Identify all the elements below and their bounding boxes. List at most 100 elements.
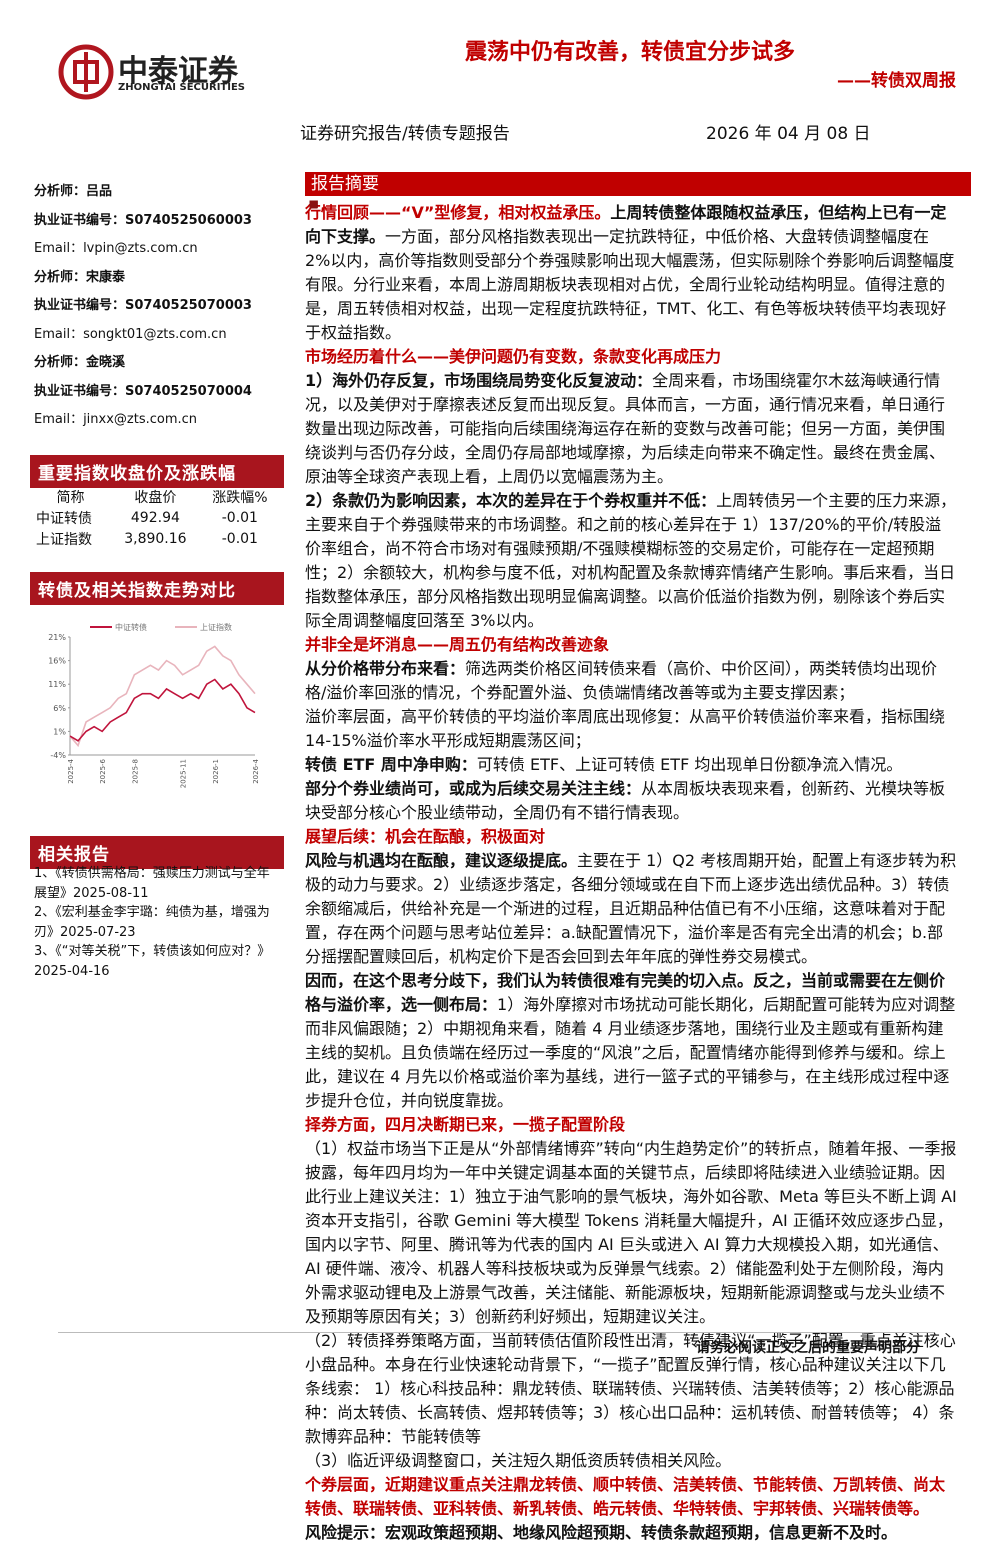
paragraph-text: 全周来看，市场围绕霍尔木兹海峡通行情况，以及美伊对于摩擦表述反复而出现反复。具体… bbox=[305, 371, 946, 486]
bullet: ■ bbox=[309, 199, 319, 210]
analyst-email: Email：lvpin@zts.com.cn bbox=[34, 241, 198, 256]
summary-paragraph: ■ 行情回顾——“V”型修复，相对权益承压。上周转债整体跟随权益承压，但结构上已有… bbox=[305, 199, 957, 343]
summary-paragraph: ■ 风险与机遇均在酝酿，建议逐级提底。主要在于 1）Q2 考核周期开始，配置上有逐… bbox=[305, 199, 957, 967]
y-tick-label: 11% bbox=[48, 680, 66, 689]
paragraph-head: 行情回顾——“V”型修复，相对权益承压。 bbox=[305, 203, 611, 222]
section-title: 重要指数收盘价及涨跌幅 bbox=[30, 455, 284, 488]
paragraph-text: （3）临近评级调整窗口，关注短久期低资质转债相关风险。 bbox=[305, 1451, 732, 1470]
x-tick-label: 2025-6 bbox=[99, 758, 107, 783]
table-cell: -0.01 bbox=[221, 530, 258, 547]
paragraph-lead: 风险提示：宏观政策超预期、地缘风险超预期、转债条款超预期，信息更新不及时。 bbox=[305, 1523, 898, 1542]
analyst-cert: 执业证书编号：S0740525060003 bbox=[34, 212, 252, 228]
x-tick-label: 2025-11 bbox=[180, 759, 188, 788]
related-report: 2、《宏利基金李宇璐：纯债为基，增强为刃》2025-07-23 bbox=[34, 905, 270, 940]
analyst-email: Email：jinxx@zts.com.cn bbox=[34, 412, 198, 427]
bullet: ■ bbox=[309, 199, 319, 210]
summary-paragraph: ■ 溢价率层面，高平价转债的平均溢价率周底出现修复：从高平价转债溢价率来看，指标围… bbox=[305, 199, 957, 751]
paragraph-head: 市场经历着什么——美伊问题仍有变数，条款变化再成压力 bbox=[305, 347, 722, 366]
summary-paragraph: ■ 因而，在这个思考分歧下，我们认为转债很难有完美的切入点。反之，当前或需要在左侧… bbox=[305, 199, 957, 1111]
analyst-cert: 执业证书编号：S0740525070004 bbox=[34, 383, 252, 399]
related-reports: 1、《转债供需格局：强赎压力测试与全年展望》2025-08-11 2、《宏利基金李… bbox=[34, 864, 280, 981]
index-table: 简称 收盘价 涨跌幅% 中证转债 492.94 -0.01 上证指数 3,890.16 -0.0… bbox=[30, 486, 280, 549]
summary-paragraph: ■ 风险提示：宏观政策超预期、地缘风险超预期、转债条款超预期，信息更新不及时。 bbox=[305, 199, 957, 1543]
bullet: ■ bbox=[309, 199, 319, 210]
x-tick-label: 2025-8 bbox=[131, 759, 139, 784]
analysts: 分析师：吕品执业证书编号：S0740525060003 Email：lvpin@z… bbox=[34, 178, 284, 435]
analyst-cert: 执业证书编号：S0740525070003 bbox=[34, 298, 252, 313]
legend-label: 中证转债 bbox=[115, 622, 147, 632]
trend-chart: -4% 1% 6% 11% 16% 21% 2025-4 2025-6 2025-8 2025-1… bbox=[48, 622, 260, 788]
section-title: 转债及相关指数走势对比 bbox=[30, 572, 284, 605]
summary-paragraph: ■ 展望后续：机会在酝酿，积极面对 bbox=[305, 199, 957, 847]
related-report: 1、《转债供需格局：强赎压力测试与全年展望》2025-08-11 bbox=[34, 866, 270, 901]
report-date: 2026 年 04 月 08 日 bbox=[706, 124, 871, 144]
bullet: ■ bbox=[309, 199, 319, 210]
footer-line bbox=[58, 1332, 934, 1333]
logo-icon bbox=[58, 44, 114, 100]
report-subtitle: ——转债双周报 bbox=[837, 71, 956, 91]
summary-paragraph: ■ （3）临近评级调整窗口，关注短久期低资质转债相关风险。 bbox=[305, 199, 957, 1471]
bullet: ■ bbox=[309, 199, 319, 210]
x-tick-label: 2026-1 bbox=[212, 759, 220, 784]
bullet: ■ bbox=[309, 199, 319, 210]
summary-paragraph: ■ 2）条款仍为影响因素，本次的差异在于个券权重并不低：上周转债另一个主要的压力来… bbox=[305, 199, 957, 631]
summary-title: 报告摘要 bbox=[305, 172, 971, 196]
table-header: 简称 收盘价 涨跌幅% bbox=[30, 486, 280, 507]
analyst-email: Email：songkt01@zts.com.cn bbox=[34, 326, 227, 342]
table-cell: -0.01 bbox=[221, 509, 258, 526]
x-tick-label: 2025-4 bbox=[67, 758, 75, 783]
paragraph-text: （1）权益市场当下正是从“外部情绪博弈”转向“内生趋势定价”的转折点，随着年报、… bbox=[305, 1139, 957, 1326]
paragraph-head: 择券方面，四月决断期已来，一揽子配置阶段 bbox=[305, 1115, 626, 1134]
y-tick-label: -4% bbox=[50, 751, 66, 760]
paragraph-text: 可转债 ETF、上证可转债 ETF 均出现单日份额净流入情况。 bbox=[476, 755, 903, 774]
legend-label: 上证指数 bbox=[200, 622, 232, 632]
logo-en: ZHONGTAI SECURITIES bbox=[118, 82, 245, 93]
paragraph-text: 1）海外摩擦对市场扰动可能长期化，后期配置可能转为应对调整而非风偏跟随；2）中期… bbox=[305, 995, 956, 1110]
related-report: 3、《“对等关税”下，转债该如何应对？》2025-04-16 bbox=[34, 944, 271, 979]
table-cell: 492.94 bbox=[130, 509, 180, 526]
bullet: ■ bbox=[309, 199, 319, 210]
analyst-name: 分析师：金晓溪 bbox=[34, 355, 126, 370]
paragraph-text: 上周转债另一个主要的压力来源，主要来自于个券强赎带来的市场调整。和之前的核心差异… bbox=[305, 491, 957, 630]
bullet: ■ bbox=[309, 199, 319, 210]
paragraph-lead: 1）海外仍存反复，市场围绕局势变化反复波动： bbox=[305, 371, 653, 390]
summary-paragraph: ■ 1）海外仍存反复，市场围绕局势变化反复波动：全周来看，市场围绕霍尔木兹海峡通行… bbox=[305, 199, 957, 487]
table-cell: 3,890.16 bbox=[124, 530, 187, 547]
column-header: 收盘价 bbox=[134, 489, 177, 506]
paragraph-head: 个券层面，近期建议重点关注鼎龙转债、顺中转债、洁美转债、节能转债、万凯转债、尚太… bbox=[305, 1475, 946, 1518]
report-title: 震荡中仍有改善，转债宜分步试多 bbox=[464, 40, 795, 65]
bullet: ■ bbox=[309, 199, 319, 210]
paragraph-head: 并非全是坏消息——周五仍有结构改善迹象 bbox=[305, 635, 610, 654]
analyst-name: 分析师：宋康泰 bbox=[34, 269, 126, 285]
paragraph-lead: 风险与机遇均在酝酿，建议逐级提底。 bbox=[305, 851, 578, 870]
analyst-name: 分析师：吕品 bbox=[34, 184, 113, 199]
paragraph-lead: 转债 ETF 周中净申购： bbox=[305, 755, 477, 774]
summary-paragraph: ■ 部分个券业绩尚可，或成为后续交易关注主线：从本周板块表现来看，创新药、光模块等… bbox=[305, 199, 957, 823]
logo-cn: 中泰证券 bbox=[118, 54, 238, 89]
summary-paragraph: ■ 择券方面，四月决断期已来，一揽子配置阶段 bbox=[305, 199, 957, 1135]
summary-paragraph: ■ 并非全是坏消息——周五仍有结构改善迹象 bbox=[305, 199, 957, 655]
summary-paragraph: ■ 转债 ETF 周中净申购：可转债 ETF、上证可转债 ETF 均出现单日份额净… bbox=[305, 199, 957, 775]
y-tick-label: 16% bbox=[48, 657, 66, 666]
report-type: 证券研究报告/转债专题报告 bbox=[300, 124, 510, 144]
table-cell: 上证指数 bbox=[36, 531, 92, 548]
y-tick-label: 6% bbox=[53, 704, 66, 713]
bullet: ■ bbox=[309, 199, 319, 210]
bullet: ■ bbox=[309, 199, 319, 210]
paragraph-text: 从本周板块表现来看，创新药、光模块等板块受部分核心个股业绩带动，全周仍有不错行情… bbox=[305, 779, 946, 822]
column-header: 简称 bbox=[56, 489, 85, 506]
footer-note: 请务必阅读正文之后的重要声明部分 bbox=[696, 1340, 920, 1356]
paragraph-lead: 部分个券业绩尚可，或成为后续交易关注主线： bbox=[305, 779, 642, 798]
y-tick-label: 21% bbox=[48, 633, 66, 642]
bullet: ■ bbox=[309, 199, 319, 210]
series-line bbox=[69, 678, 256, 742]
summary-paragraph: ■ （1）权益市场当下正是从“外部情绪博弈”转向“内生趋势定价”的转折点，随着年报… bbox=[305, 199, 957, 1327]
y-tick-label: 1% bbox=[53, 727, 66, 736]
table-cell: 中证转债 bbox=[36, 510, 92, 527]
column-header: 涨跌幅% bbox=[212, 489, 268, 506]
paragraph-text: 主要在于 1）Q2 考核周期开始，配置上有逐步转为积极的动力与要求。2）业绩逐步… bbox=[305, 851, 957, 966]
paragraph-lead: 2）条款仍为影响因素，本次的差异在于个券权重并不低： bbox=[305, 491, 717, 510]
paragraph-head: 展望后续：机会在酝酿，积极面对 bbox=[305, 827, 546, 846]
series-line bbox=[69, 645, 256, 748]
page: 中泰证券 ZHONGTAI SECURITIES 震荡中仍有改善，转债宜分步试多… bbox=[30, 40, 971, 1542]
